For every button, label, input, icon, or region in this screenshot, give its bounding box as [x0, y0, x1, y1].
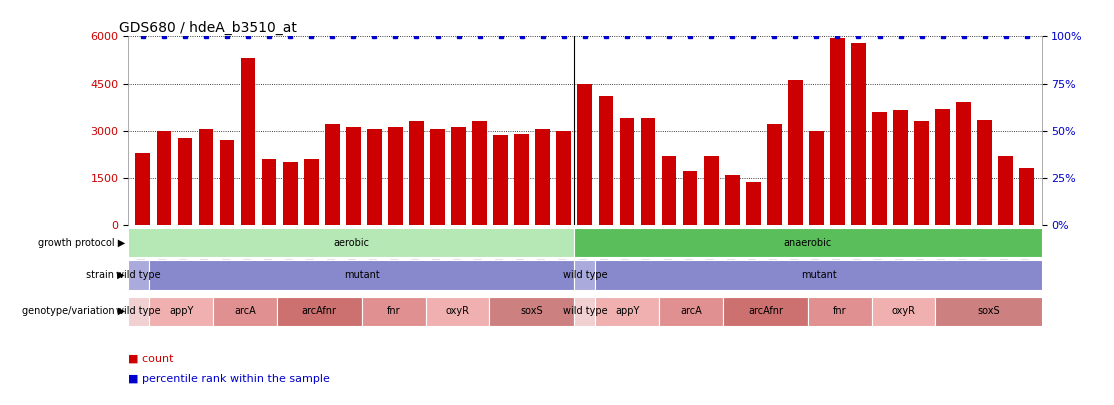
Bar	[956, 102, 971, 225]
Text: oxyR: oxyR	[891, 307, 916, 316]
Bar	[998, 156, 1013, 225]
Bar	[577, 83, 593, 225]
Bar	[556, 130, 571, 225]
Bar	[641, 118, 655, 225]
Text: growth protocol ▶: growth protocol ▶	[38, 238, 125, 247]
Text: strain ▶: strain ▶	[86, 270, 125, 280]
Text: ■ percentile rank within the sample: ■ percentile rank within the sample	[128, 374, 330, 384]
Text: wild type: wild type	[117, 307, 162, 316]
Bar	[409, 121, 423, 225]
Bar	[830, 38, 844, 225]
Bar	[304, 159, 319, 225]
Text: arcA: arcA	[681, 307, 702, 316]
Bar	[746, 182, 761, 225]
Text: oxyR: oxyR	[446, 307, 469, 316]
Bar	[388, 128, 403, 225]
Bar	[472, 121, 487, 225]
Text: anaerobic: anaerobic	[784, 238, 832, 247]
Bar	[198, 129, 214, 225]
Bar	[536, 129, 550, 225]
Text: appY: appY	[169, 307, 194, 316]
Bar	[619, 118, 634, 225]
Bar	[683, 171, 697, 225]
Text: arcAfnr: arcAfnr	[747, 307, 783, 316]
Text: appY: appY	[615, 307, 639, 316]
Text: arcA: arcA	[234, 307, 256, 316]
Bar	[241, 58, 255, 225]
Text: wild type: wild type	[563, 307, 607, 316]
Bar	[872, 112, 887, 225]
Text: arcAfnr: arcAfnr	[302, 307, 336, 316]
Bar	[915, 121, 929, 225]
Bar	[662, 156, 676, 225]
Text: GDS680 / hdeA_b3510_at: GDS680 / hdeA_b3510_at	[119, 21, 296, 35]
Text: wild type: wild type	[117, 270, 162, 280]
Bar	[893, 110, 908, 225]
Text: aerobic: aerobic	[333, 238, 369, 247]
Bar	[704, 156, 719, 225]
Bar	[936, 109, 950, 225]
Bar	[430, 129, 444, 225]
Bar	[157, 130, 172, 225]
Bar	[346, 128, 361, 225]
Text: mutant: mutant	[801, 270, 837, 280]
Bar	[136, 153, 150, 225]
Text: fnr: fnr	[387, 307, 400, 316]
Bar	[788, 81, 803, 225]
Bar	[766, 124, 782, 225]
Text: soxS: soxS	[977, 307, 999, 316]
Text: ■ count: ■ count	[128, 354, 174, 363]
Bar	[977, 119, 993, 225]
Bar	[325, 124, 340, 225]
Bar	[451, 128, 466, 225]
Bar	[725, 175, 740, 225]
Bar	[219, 140, 234, 225]
Bar	[598, 96, 614, 225]
Bar	[262, 159, 276, 225]
Bar	[851, 43, 866, 225]
Bar	[1019, 168, 1034, 225]
Text: genotype/variation ▶: genotype/variation ▶	[21, 307, 125, 316]
Bar	[283, 162, 297, 225]
Text: fnr: fnr	[833, 307, 847, 316]
Text: mutant: mutant	[344, 270, 380, 280]
Bar	[367, 129, 382, 225]
Text: soxS: soxS	[520, 307, 543, 316]
Bar	[809, 130, 823, 225]
Text: wild type: wild type	[563, 270, 607, 280]
Bar	[494, 135, 508, 225]
Bar	[515, 134, 529, 225]
Bar	[177, 139, 193, 225]
